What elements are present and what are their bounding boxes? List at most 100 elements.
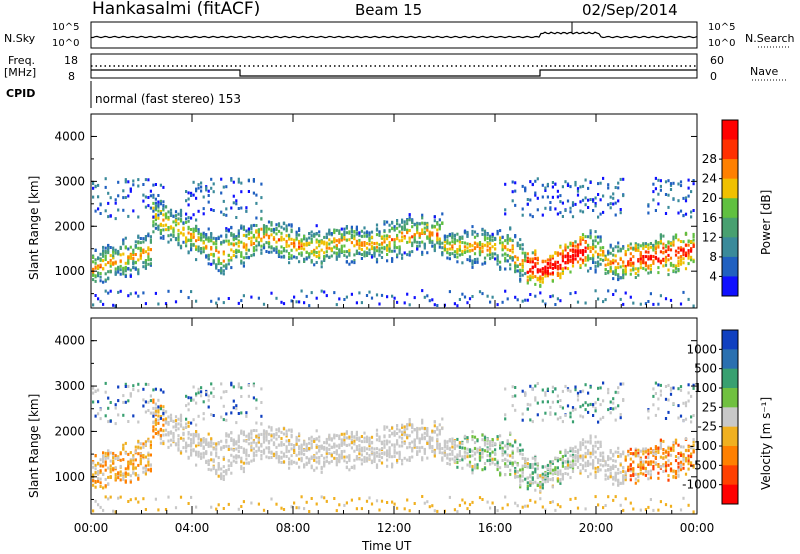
velocity-cell [132,388,135,391]
power-cell [164,205,168,209]
power-cell [687,262,690,266]
velocity-cell [546,400,549,404]
velocity-cell [187,443,190,447]
power-cell [325,246,328,250]
power-cell [664,250,668,253]
velocity-cell [212,467,215,471]
velocity-cell [162,390,165,394]
velocity-cell [109,464,112,468]
power-cell [453,237,456,241]
velocity-cell [396,458,399,462]
power-cell [380,241,384,245]
velocity-cell [499,466,502,470]
velocity-cell [541,400,544,404]
velocity-cell [127,399,130,403]
power-cell [489,300,492,304]
power-cell [257,228,260,232]
power-cell [393,240,396,244]
power-cell [182,221,185,225]
power-cell [288,244,291,248]
power-cell [551,254,554,258]
power-cell [664,193,668,196]
velocity-cell [185,449,188,453]
power-cell [536,177,539,181]
power-cell [612,277,615,281]
power-cell [330,248,333,252]
velocity-cell [378,435,381,439]
velocity-cell [436,442,439,446]
velocity-cell [428,437,431,440]
velocity-cell [441,447,444,450]
power-cell [597,264,600,268]
power-cell [652,244,655,247]
velocity-cell [456,444,459,448]
power-cell [637,269,640,273]
x-axis-label: Time UT [362,539,412,553]
power-cell [690,249,693,253]
velocity-cell [375,433,379,437]
velocity-cell [288,439,291,442]
velocity-cell [451,457,454,461]
velocity-cell [554,466,557,470]
power-cell [594,264,597,268]
power-cell [669,262,673,266]
power-cell [526,281,529,285]
power-cell [554,303,557,306]
velocity-cell [576,506,580,510]
velocity-cell [456,437,459,441]
power-cell [252,191,255,195]
velocity-cell [423,435,426,439]
velocity-cell [416,429,419,433]
power-cell [642,261,645,265]
power-cell [511,180,514,184]
velocity-cell [240,395,243,398]
velocity-cell [534,398,537,402]
velocity-cell [270,434,273,438]
velocity-cell [534,480,537,484]
power-cell [290,224,293,228]
power-cell [350,241,353,245]
velocity-cell [107,449,110,453]
velocity-cell [581,438,585,442]
velocity-cell [619,382,622,386]
power-cell [674,270,678,274]
power-cell [438,227,441,231]
power-cell [167,226,170,229]
velocity-cell [483,449,487,453]
power-cell [360,229,363,233]
power-cell [421,216,424,220]
power-cell [584,249,587,253]
velocity-cell [225,471,228,475]
velocity-cell [597,440,600,444]
velocity-cell [235,440,238,444]
velocity-cell [365,452,369,456]
velocity-cell [260,432,263,436]
velocity-cell [468,448,472,452]
power-cell [612,192,615,196]
power-cell [240,226,243,230]
power-cell [383,229,386,233]
velocity-cell [190,444,193,448]
power-cell [295,248,298,252]
power-cell [375,260,379,264]
power-cell [571,254,575,257]
power-cell [587,198,590,202]
velocity-cell [267,432,271,436]
power-cell [561,249,564,253]
power-cell [210,239,213,243]
velocity-cell [313,455,316,459]
velocity-cell [609,468,612,471]
power-cell [677,268,680,271]
velocity-cell [94,480,97,483]
velocity-cell [559,505,562,509]
velocity-cell [343,438,346,442]
power-cell [318,239,321,243]
power-heatmap-cells [92,176,695,308]
power-cell [504,256,507,260]
velocity-cell [446,444,449,448]
power-cell [386,248,389,252]
power-cell [667,193,670,197]
velocity-cell [112,456,115,460]
power-cell [546,195,549,199]
velocity-cell [599,440,602,444]
